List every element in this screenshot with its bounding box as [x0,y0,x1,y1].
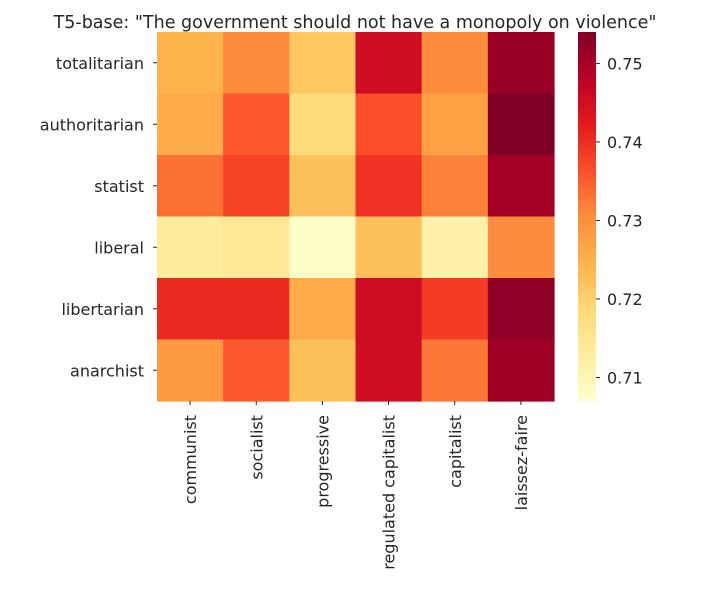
heatmap-cell [157,340,224,402]
y-tick-label: liberal [94,238,144,257]
colorbar-tick-label: 0.75 [607,54,643,73]
heatmap-cell [488,155,555,217]
heatmap-cell [223,155,290,217]
heatmap-cell [488,94,555,156]
heatmap-cell [289,155,356,217]
heatmap-cell [422,32,489,94]
x-tick-label: laissez-faire [512,415,531,510]
heatmap-cell [157,94,224,156]
x-tick-label: progressive [313,415,332,508]
heatmap-cell [289,217,356,279]
heatmap-cell [422,217,489,279]
heatmap-cell [157,155,224,217]
heatmap-cell [356,155,423,217]
heatmap-cell [488,340,555,402]
heatmap-cell [157,278,224,340]
y-tick-label: statist [94,177,144,196]
heatmap-cell [223,278,290,340]
heatmap-cell [422,155,489,217]
heatmap-cell [223,94,290,156]
heatmap-cell [422,278,489,340]
colorbar-tick-label: 0.71 [607,368,643,387]
colorbar: 0.71 0.72 0.73 0.74 0.75 [578,32,643,401]
heatmap-cell [223,217,290,279]
heatmap-cell [356,217,423,279]
heatmap-cell [157,32,224,94]
x-axis-labels: communist socialist progressive regulated c… [181,401,531,570]
heatmap-cell [289,340,356,402]
heatmap-cell [356,32,423,94]
y-tick-label: totalitarian [56,54,144,73]
heatmap-cell [289,32,356,94]
y-axis-labels: totalitarian authoritarian statist liberal l… [40,54,157,381]
heatmap-cell [488,278,555,340]
heatmap-cell [289,94,356,156]
colorbar-ticks: 0.71 0.72 0.73 0.74 0.75 [596,54,643,387]
x-tick-label: socialist [247,415,266,480]
colorbar-gradient [578,32,596,401]
heatmap-cells [157,32,555,402]
colorbar-tick-label: 0.74 [607,133,643,152]
x-tick-label: regulated capitalist [380,415,399,570]
y-tick-label: authoritarian [40,115,144,134]
heatmap-cell [289,278,356,340]
x-tick-label: capitalist [446,415,465,488]
heatmap-cell [422,94,489,156]
colorbar-tick-label: 0.72 [607,290,643,309]
y-tick-label: libertarian [61,300,144,319]
heatmap-cell [488,217,555,279]
heatmap-cell [356,278,423,340]
heatmap-cell [223,340,290,402]
y-tick-label: anarchist [70,361,144,380]
colorbar-tick-label: 0.73 [607,211,643,230]
heatmap-cell [356,94,423,156]
x-tick-label: communist [181,415,200,504]
heatmap-cell [356,340,423,402]
heatmap-cell [157,217,224,279]
heatmap-cell [223,32,290,94]
heatmap-cell [488,32,555,94]
heatmap-cell [422,340,489,402]
chart-title: T5-base: "The government should not have… [53,13,657,33]
